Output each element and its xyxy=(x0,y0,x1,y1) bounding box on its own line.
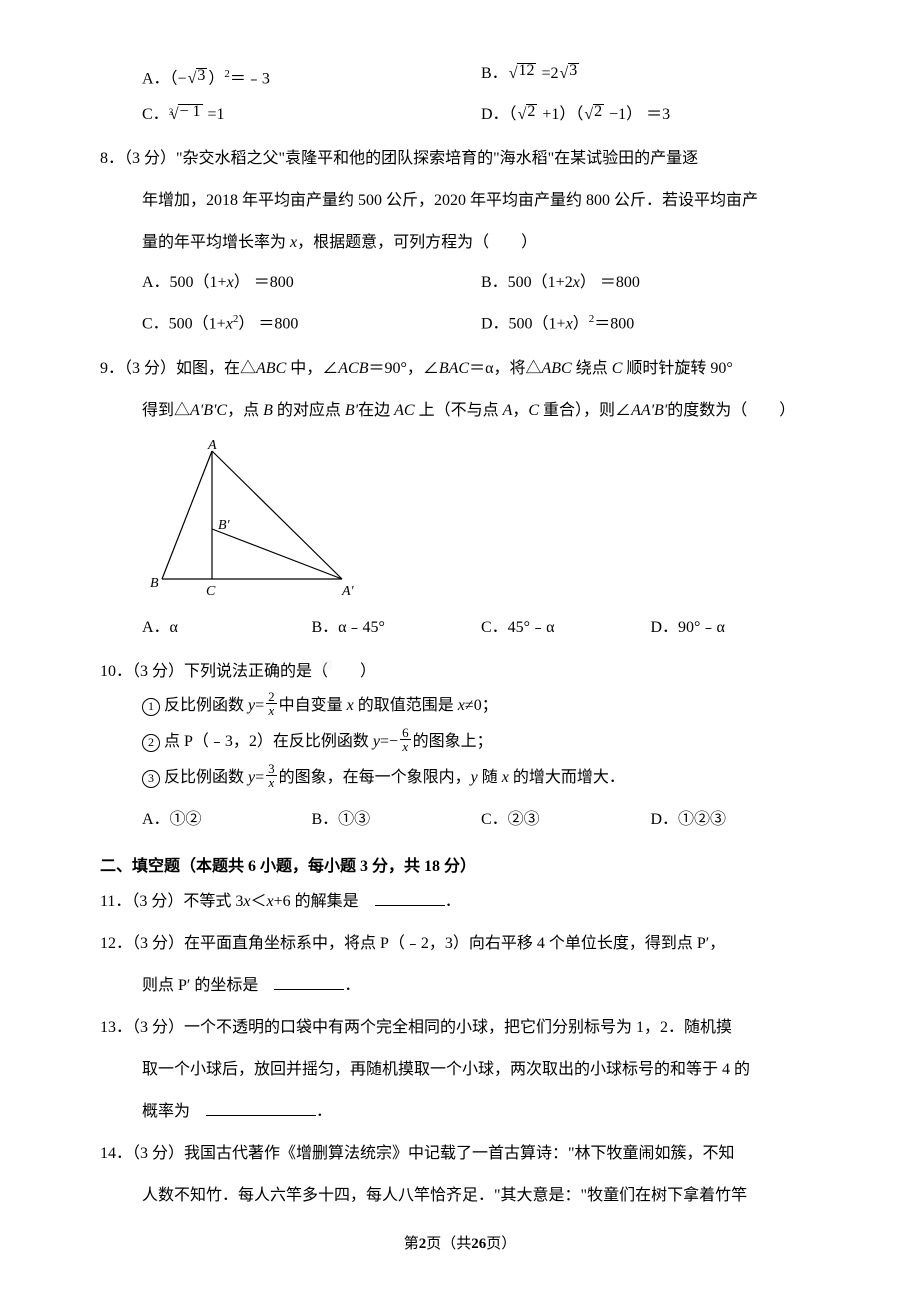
label-ap: A' xyxy=(341,584,355,599)
q13-line1: 13．（3 分）一个不透明的口袋中有两个完全相同的小球，把它们分别标号为 1，2… xyxy=(100,1012,820,1044)
q8-opt-c: C．500（1+x2） ＝800 xyxy=(142,301,481,342)
q10-stmt3: 3反比例函数 y=3x的图象，在每一个象限内，y 随 x 的增大而增大． xyxy=(142,760,820,796)
q7-options: A．（−√3）2＝﹣3 B．√12 =2√3 C．3√− 1 =1 D．（√2 … xyxy=(142,56,820,133)
q10-stmt2: 2点 P（﹣3，2）在反比例函数 y=−6x的图象上； xyxy=(142,724,820,760)
q9-figure: A B C A' B' xyxy=(142,439,820,604)
q11-blank xyxy=(375,891,445,906)
q13-line2: 取一个小球后，放回并摇匀，再随机摸取一个小球，两次取出的小球标号的和等于 4 的 xyxy=(100,1054,820,1086)
label-a: A xyxy=(207,439,217,453)
q7-opt-c: C．3√− 1 =1 xyxy=(142,97,481,133)
q8-line3: 量的年平均增长率为 x，根据题意，可列方程为（ ） xyxy=(100,227,820,259)
q8-line2: 年增加，2018 年平均亩产量约 500 公斤，2020 年平均亩产量约 800… xyxy=(100,185,820,217)
page-total: 26 xyxy=(471,1236,486,1252)
label-b: B xyxy=(150,576,159,591)
q13-blank xyxy=(206,1101,316,1116)
exam-page: A．（−√3）2＝﹣3 B．√12 =2√3 C．3√− 1 =1 D．（√2 … xyxy=(0,0,920,1302)
label-c: C xyxy=(206,584,216,599)
q9-opt-b: B．α﹣45° xyxy=(312,610,482,646)
q12-line2: 则点 P′ 的坐标是 ． xyxy=(100,970,820,1002)
watermark-icon xyxy=(322,660,332,670)
q12-blank xyxy=(274,975,344,990)
q10-opt-d: D．①②③ xyxy=(651,802,821,838)
page-footer: 第2页（共26页） xyxy=(100,1232,820,1253)
q14-line2: 人数不知竹．每人六竿多十四，每人八竿恰齐足．"其大意是："牧童们在树下拿着竹竿 xyxy=(100,1180,820,1212)
q10-stmt1: 1反比例函数 y=2x中自变量 x 的取值范围是 x≠0； xyxy=(142,688,820,724)
q10-options: A．①② B．①③ C．②③ D．①②③ xyxy=(142,802,820,838)
q7-opt-b: B．√12 =2√3 xyxy=(481,56,820,97)
q8-line1: 8．（3 分）"杂交水稻之父"袁隆平和他的团队探索培育的"海水稻"在某试验田的产… xyxy=(100,143,820,175)
q8-opt-b: B．500（1+2x） ＝800 xyxy=(481,265,820,301)
q10-opt-c: C．②③ xyxy=(481,802,651,838)
q9-opt-c: C．45°﹣α xyxy=(481,610,651,646)
q7-opt-d: D．（√2 +1）（√2 −1） ＝3 xyxy=(481,97,820,133)
section2-title: 二、填空题（本题共 6 小题，每小题 3 分，共 18 分） xyxy=(100,852,820,876)
q9-opt-a: A．α xyxy=(142,610,312,646)
q10-opt-a: A．①② xyxy=(142,802,312,838)
q9-line1: 9．（3 分）如图，在△ABC 中，∠ACB＝90°，∠BAC＝α，将△ABC … xyxy=(100,353,820,385)
label-bp: B' xyxy=(218,518,231,533)
q12-line1: 12．（3 分）在平面直角坐标系中，将点 P（﹣2，3）向右平移 4 个单位长度… xyxy=(100,928,820,960)
q8-options: A．500（1+x） ＝800 B．500（1+2x） ＝800 C．500（1… xyxy=(142,265,820,342)
q8-opt-d: D．500（1+x）2＝800 xyxy=(481,301,820,342)
q7-opt-a: A．（−√3）2＝﹣3 xyxy=(142,56,481,97)
q9-options: A．α B．α﹣45° C．45°﹣α D．90°﹣α xyxy=(142,610,820,646)
q13-line3: 概率为 ． xyxy=(100,1096,820,1128)
q11: 11．（3 分）不等式 3x＜x+6 的解集是 ． xyxy=(100,886,820,918)
q8-opt-a: A．500（1+x） ＝800 xyxy=(142,265,481,301)
q9-opt-d: D．90°﹣α xyxy=(651,610,821,646)
q10-line: 10．（3 分）下列说法正确的是（ ） xyxy=(100,656,820,688)
q9-line2: 得到△A'B'C，点 B 的对应点 B'在边 AC 上（不与点 A，C 重合），… xyxy=(100,395,820,427)
q10-opt-b: B．①③ xyxy=(312,802,482,838)
q14-line1: 14．（3 分）我国古代著作《增删算法统宗》中记载了一首古算诗："林下牧童闹如簇… xyxy=(100,1138,820,1170)
